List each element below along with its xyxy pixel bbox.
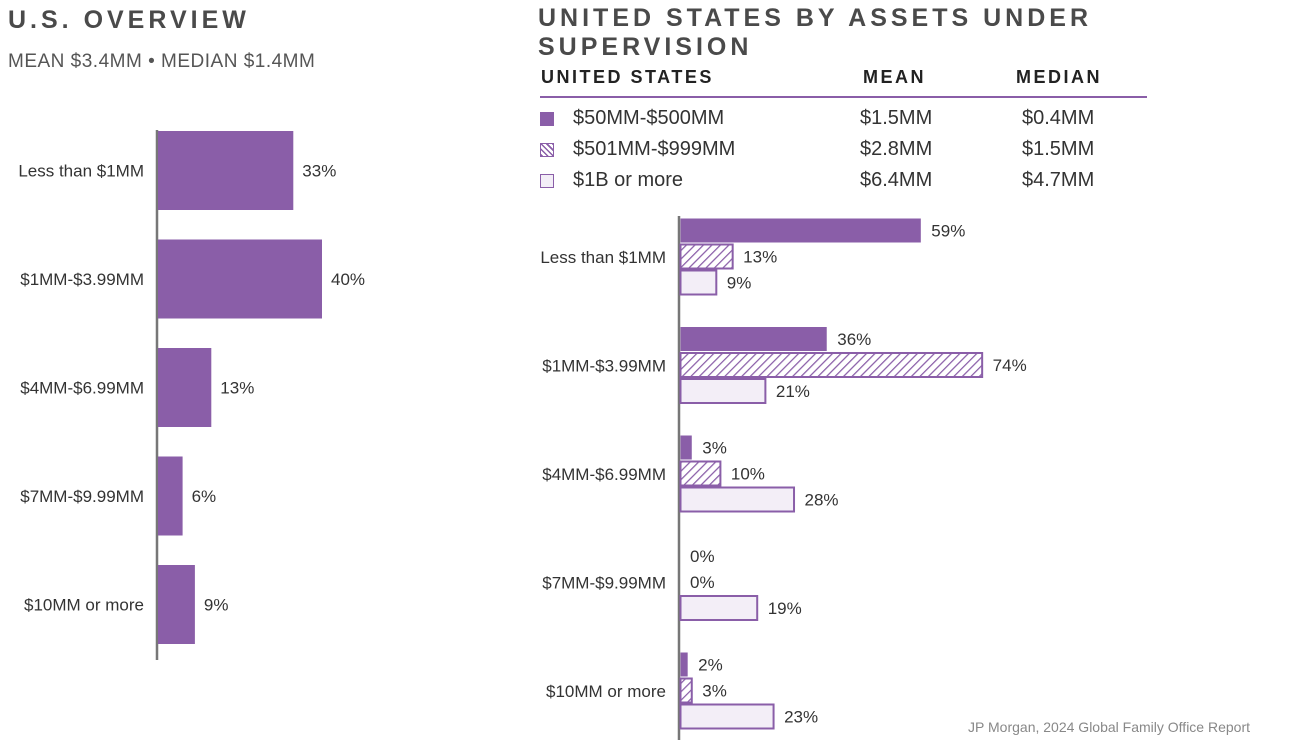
data-label: 13% bbox=[220, 379, 254, 398]
bar-solid bbox=[680, 435, 692, 460]
category-label: $10MM or more bbox=[546, 682, 666, 701]
bar bbox=[158, 348, 212, 427]
legend-swatch-hatched bbox=[540, 143, 554, 157]
data-label: 21% bbox=[776, 382, 810, 401]
legend-divider bbox=[540, 96, 1147, 98]
legend-mean-value: $1.5MM bbox=[860, 107, 933, 129]
legend-header-mean: MEAN bbox=[863, 67, 926, 87]
data-label: 33% bbox=[302, 162, 336, 181]
bar-light bbox=[679, 269, 718, 296]
legend-header-label: UNITED STATES bbox=[541, 67, 714, 87]
bar-solid bbox=[680, 327, 827, 351]
data-label: 0% bbox=[690, 573, 715, 592]
data-label: 6% bbox=[192, 487, 217, 506]
data-label: 10% bbox=[731, 465, 765, 484]
legend-median-value: $4.7MM bbox=[1022, 169, 1095, 191]
overview-title: U.S. OVERVIEW bbox=[8, 6, 250, 34]
bar bbox=[158, 239, 322, 319]
bar bbox=[158, 456, 183, 536]
legend-swatch-solid bbox=[540, 112, 554, 126]
bar-solid bbox=[680, 218, 921, 243]
legend-row: $501MM-$999MM $2.8MM $1.5MM bbox=[540, 136, 1140, 164]
legend-series-label: $501MM-$999MM bbox=[573, 138, 736, 160]
bar bbox=[158, 565, 195, 644]
category-label: Less than $1MM bbox=[540, 248, 666, 267]
legend-header-median: MEDIAN bbox=[1016, 67, 1102, 87]
bar-light bbox=[679, 595, 759, 621]
category-label: $1MM-$3.99MM bbox=[542, 357, 666, 376]
bar-hatch bbox=[679, 677, 693, 704]
category-label: $10MM or more bbox=[24, 596, 144, 615]
bar bbox=[158, 131, 294, 210]
data-label: 13% bbox=[743, 248, 777, 267]
bar-hatch bbox=[679, 460, 722, 487]
data-label: 9% bbox=[204, 596, 229, 615]
category-label: Less than $1MM bbox=[18, 162, 144, 181]
category-label: $4MM-$6.99MM bbox=[542, 465, 666, 484]
category-label: $1MM-$3.99MM bbox=[20, 270, 144, 289]
legend-series-label: $1B or more bbox=[573, 169, 684, 191]
bar-hatch bbox=[679, 352, 984, 378]
data-label: 59% bbox=[931, 222, 965, 241]
bar-light bbox=[679, 378, 767, 404]
legend-row: $1B or more $6.4MM $4.7MM bbox=[540, 167, 1140, 195]
data-label: 28% bbox=[805, 491, 839, 510]
legend-series-label: $50MM-$500MM bbox=[573, 107, 725, 129]
legend-mean-value: $2.8MM bbox=[860, 138, 933, 160]
legend-mean-value: $6.4MM bbox=[860, 169, 933, 191]
data-label: 3% bbox=[702, 682, 727, 701]
aus-chart-title: UNITED STATES BY ASSETS UNDER SUPERVISIO… bbox=[538, 4, 1093, 61]
data-label: 74% bbox=[993, 356, 1027, 375]
legend-median-value: $1.5MM bbox=[1022, 138, 1095, 160]
bar-solid bbox=[680, 652, 688, 677]
legend-median-value: $0.4MM bbox=[1022, 107, 1095, 129]
category-label: $7MM-$9.99MM bbox=[542, 574, 666, 593]
data-label: 0% bbox=[690, 547, 715, 566]
legend-swatch-light bbox=[540, 174, 554, 188]
data-label: 23% bbox=[784, 708, 818, 727]
overview-subtitle: MEAN $3.4MM • MEDIAN $1.4MM bbox=[8, 51, 316, 72]
bar-light bbox=[679, 703, 775, 730]
bar-light bbox=[679, 486, 796, 513]
overview-bar-chart: Less than $1MM 33% $1MM-$3.99MM 40% $4MM-$6.… bbox=[18, 130, 365, 660]
data-label: 3% bbox=[702, 439, 727, 458]
legend-row: $50MM-$500MM $1.5MM $0.4MM bbox=[540, 105, 1140, 133]
data-label: 40% bbox=[331, 270, 365, 289]
bar-hatch bbox=[679, 243, 734, 270]
source-note: JP Morgan, 2024 Global Family Office Rep… bbox=[968, 719, 1250, 735]
data-label: 36% bbox=[837, 330, 871, 349]
data-label: 19% bbox=[768, 599, 802, 618]
data-label: 2% bbox=[698, 656, 723, 675]
category-label: $4MM-$6.99MM bbox=[20, 379, 144, 398]
category-label: $7MM-$9.99MM bbox=[20, 487, 144, 506]
data-label: 9% bbox=[727, 274, 752, 293]
aus-grouped-bar-chart: Less than $1MM 59% 13% 9% $1MM-$3.99MM 36% 74%… bbox=[540, 216, 1027, 740]
